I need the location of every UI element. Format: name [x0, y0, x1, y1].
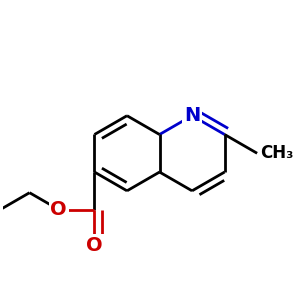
Text: CH₃: CH₃	[260, 144, 293, 162]
Text: O: O	[86, 236, 103, 255]
Text: O: O	[50, 200, 67, 219]
Text: N: N	[184, 106, 200, 125]
